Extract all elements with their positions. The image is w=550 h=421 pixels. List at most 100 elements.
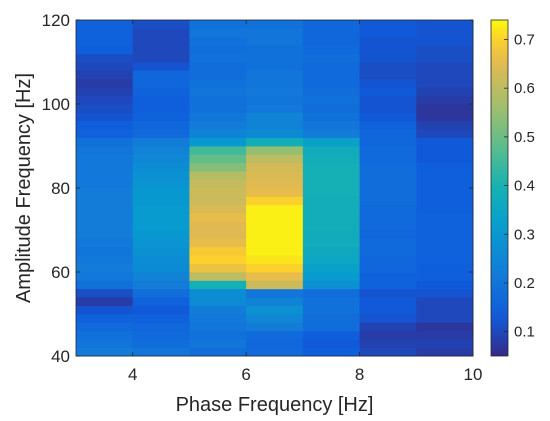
heatmap-cell <box>302 305 360 315</box>
heatmap-cell <box>359 120 417 130</box>
heatmap-cell <box>246 314 304 323</box>
heatmap-cell <box>132 246 190 256</box>
heatmap-cell <box>189 104 247 113</box>
heatmap-cell <box>359 20 417 29</box>
heatmap-cell <box>359 179 417 189</box>
heatmap-cell <box>416 137 474 147</box>
heatmap-cell <box>246 246 304 256</box>
heatmap-cell <box>132 188 190 197</box>
heatmap-cell <box>76 221 134 231</box>
heatmap-cell <box>302 213 360 222</box>
heatmap-cell <box>246 137 304 147</box>
heatmap-cell <box>302 297 360 306</box>
heatmap-cell <box>416 339 474 348</box>
heatmap-cell <box>132 196 190 206</box>
heatmap-cell <box>359 288 417 298</box>
heatmap-cell <box>189 112 247 122</box>
heatmap-cell <box>189 330 247 340</box>
heatmap-cell <box>132 36 190 46</box>
heatmap-cell <box>76 230 134 239</box>
heatmap-cell <box>76 246 134 256</box>
colorbar-tick-label: 0.5 <box>514 129 535 146</box>
heatmap-cell <box>132 28 190 38</box>
heatmap-cell <box>132 62 190 71</box>
y-axis-label: Amplitude Frequency [Hz] <box>13 73 35 303</box>
heatmap-cell <box>189 196 247 206</box>
heatmap-cell <box>132 137 190 147</box>
heatmap-cell <box>416 104 474 113</box>
heatmap-cell <box>246 339 304 348</box>
heatmap-cell <box>359 53 417 63</box>
heatmap-cell <box>359 213 417 222</box>
heatmap-cell <box>189 78 247 88</box>
heatmap-cell <box>189 221 247 231</box>
heatmap-cell <box>359 188 417 197</box>
heatmap-cell <box>359 221 417 231</box>
heatmap-cell <box>416 154 474 164</box>
heatmap-cell <box>302 137 360 147</box>
heatmap-cell <box>76 62 134 71</box>
heatmap-cell <box>189 339 247 348</box>
x-axis-ticks: 4 6 8 10 <box>128 20 482 384</box>
heatmap-cell <box>302 129 360 138</box>
heatmap-cell <box>359 95 417 105</box>
heatmap-cell <box>132 104 190 113</box>
heatmap-cell <box>359 297 417 306</box>
heatmap-cell <box>416 330 474 340</box>
heatmap-cell <box>246 230 304 239</box>
heatmap-cell <box>302 255 360 264</box>
heatmap-cell <box>302 154 360 164</box>
heatmap-cell <box>189 297 247 306</box>
heatmap-cell <box>76 45 134 54</box>
heatmap-cell <box>302 62 360 71</box>
colorbar-tick-label: 0.4 <box>514 178 535 195</box>
heatmap-cell <box>132 288 190 298</box>
heatmap-cell <box>359 28 417 38</box>
heatmap-cell <box>359 137 417 147</box>
heatmap-cell <box>189 146 247 155</box>
heatmap-cell <box>416 53 474 63</box>
heatmap-cell <box>359 36 417 46</box>
heatmap-cell <box>246 221 304 231</box>
heatmap-cell <box>189 171 247 180</box>
heatmap-cell <box>416 120 474 130</box>
heatmap-cell <box>76 78 134 88</box>
heatmap-cell <box>189 53 247 63</box>
heatmap-cell <box>76 137 134 147</box>
y-tick-label: 80 <box>51 179 70 198</box>
heatmap-cell <box>189 162 247 172</box>
heatmap-cell <box>132 162 190 172</box>
heatmap-cell <box>76 154 134 164</box>
heatmap-cell <box>359 280 417 290</box>
heatmap-cell <box>76 347 134 357</box>
heatmap-cell <box>246 120 304 130</box>
heatmap-cell <box>246 213 304 222</box>
colorbar: 0.1 0.2 0.3 0.4 0.5 0.6 0.7 <box>490 19 535 357</box>
heatmap-cell <box>132 213 190 222</box>
heatmap-cell <box>359 255 417 264</box>
heatmap-cell <box>76 188 134 197</box>
heatmap-cell <box>416 162 474 172</box>
heatmap-cell <box>76 314 134 323</box>
x-tick-label: 10 <box>464 365 483 384</box>
heatmap-cell <box>76 120 134 130</box>
heatmap-cells <box>76 20 474 357</box>
heatmap-cell <box>76 280 134 290</box>
heatmap-cell <box>246 62 304 71</box>
heatmap-cell <box>416 171 474 180</box>
heatmap-cell <box>76 171 134 180</box>
heatmap-cell <box>189 280 247 290</box>
heatmap-cell <box>416 78 474 88</box>
heatmap-cell <box>189 62 247 71</box>
heatmap-cell <box>246 95 304 105</box>
heatmap-cell <box>246 330 304 340</box>
heatmap-cell <box>302 171 360 180</box>
heatmap-cell <box>416 288 474 298</box>
heatmap-cell <box>132 238 190 248</box>
heatmap-cell <box>416 204 474 214</box>
heatmap-cell <box>302 28 360 38</box>
heatmap-cell <box>132 146 190 155</box>
heatmap-cell <box>302 36 360 46</box>
heatmap-cell <box>189 213 247 222</box>
heatmap-cell <box>76 129 134 138</box>
